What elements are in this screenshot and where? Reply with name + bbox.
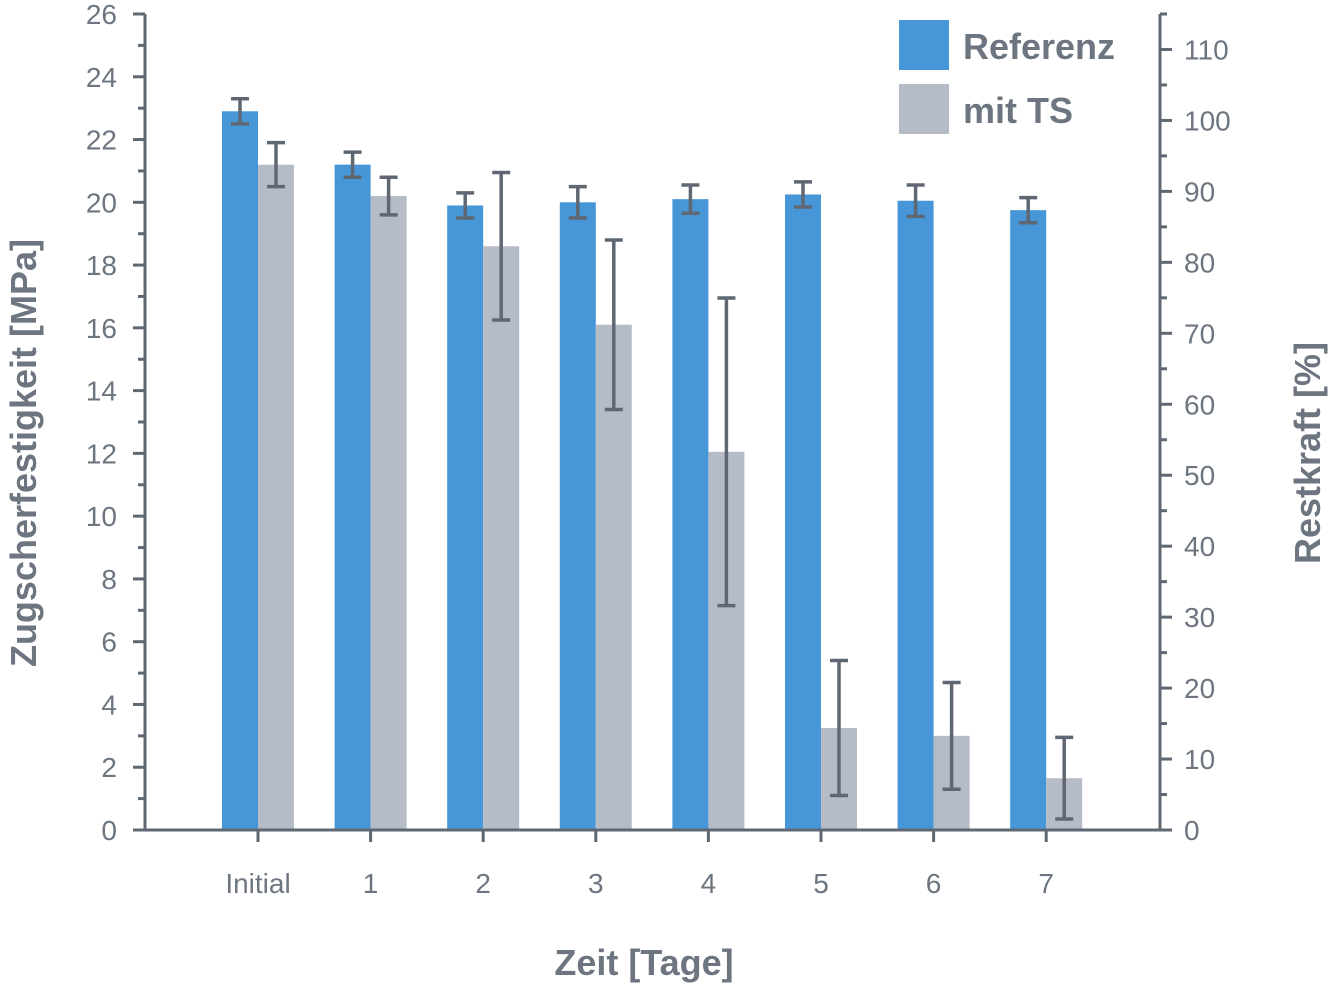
x-tick-label: 4 — [701, 868, 717, 899]
error-bar-mit-ts-5 — [830, 658, 848, 798]
y-right-tick-label: 80 — [1184, 247, 1215, 278]
tick-labels-group: 0246810121416182022242601020304050607080… — [86, 0, 1231, 899]
y-left-tick-label: 4 — [101, 689, 117, 720]
y-left-tick-label: 10 — [86, 501, 117, 532]
x-tick-label: 7 — [1038, 868, 1054, 899]
bar-referenz-initial — [222, 111, 258, 831]
x-tick-label: 2 — [475, 868, 491, 899]
x-tick-label: Initial — [225, 868, 290, 899]
bar-referenz-4 — [672, 199, 709, 830]
y-right-tick-label: 50 — [1184, 460, 1215, 491]
y-left-tick-label: 18 — [86, 250, 117, 281]
y-left-tick-label: 24 — [86, 62, 117, 93]
error-bar-mit-ts-2 — [492, 170, 511, 322]
legend-label-referenz: Referenz — [963, 26, 1115, 67]
legend-swatch-referenz — [899, 20, 949, 70]
legend-swatch-mit-ts — [899, 84, 949, 134]
y-left-tick-label: 26 — [86, 0, 117, 30]
y-right-tick-label: 70 — [1184, 318, 1215, 349]
legend-label-mit-ts: mit TS — [963, 90, 1073, 131]
x-axis-title: Zeit [Tage] — [554, 942, 733, 983]
error-bar-mit-ts-6 — [942, 680, 961, 791]
x-tick-label: 6 — [926, 868, 942, 899]
error-bar-referenz-2 — [456, 191, 475, 220]
bar-mit-ts-1 — [370, 196, 407, 830]
y-left-tick-label: 20 — [86, 187, 117, 218]
y-right-tick-label: 0 — [1184, 815, 1200, 846]
y-right-tick-label: 100 — [1184, 105, 1231, 136]
y-axis-title-right: Restkraft [%] — [1287, 342, 1328, 564]
y-right-tick-label: 60 — [1184, 389, 1215, 420]
x-tick-label: 5 — [813, 868, 829, 899]
y-right-tick-label: 110 — [1184, 34, 1229, 65]
error-bar-mit-ts-initial — [267, 140, 285, 189]
bar-referenz-3 — [559, 202, 596, 831]
y-left-tick-label: 22 — [86, 125, 117, 156]
error-bar-mit-ts-7 — [1055, 735, 1074, 821]
y-left-tick-label: 0 — [101, 815, 117, 846]
error-bar-mit-ts-1 — [379, 175, 398, 217]
y-axis-title-left: Zugscherfestigkeit [MPa] — [3, 239, 44, 667]
bar-referenz-1 — [334, 164, 371, 831]
axes-group — [133, 12, 1172, 842]
bar-mit-ts-initial — [258, 164, 294, 831]
y-right-tick-label: 90 — [1184, 176, 1215, 207]
error-bar-referenz-1 — [343, 150, 362, 179]
y-left-tick-label: 12 — [86, 438, 117, 469]
error-bars-group — [231, 96, 1074, 821]
y-left-tick-label: 8 — [101, 564, 117, 595]
error-bar-mit-ts-4 — [717, 296, 736, 608]
error-bar-referenz-3 — [568, 184, 587, 220]
x-tick-label: 3 — [588, 868, 604, 899]
y-left-tick-label: 16 — [86, 313, 117, 344]
y-right-tick-label: 10 — [1184, 744, 1215, 775]
bar-referenz-7 — [1010, 210, 1047, 831]
bar-referenz-2 — [447, 205, 484, 830]
y-right-tick-label: 20 — [1184, 673, 1215, 704]
bar-mit-ts-2 — [483, 246, 520, 830]
x-tick-label: 1 — [363, 868, 379, 899]
y-left-tick-label: 6 — [101, 627, 117, 658]
error-bar-referenz-5 — [794, 180, 812, 209]
legend: Referenz mit TS — [899, 20, 1115, 134]
bar-referenz-5 — [785, 194, 821, 830]
y-right-tick-label: 40 — [1184, 531, 1215, 562]
y-left-tick-label: 2 — [101, 752, 117, 783]
y-right-tick-label: 30 — [1184, 602, 1215, 633]
y-left-tick-label: 14 — [86, 376, 117, 407]
bars-group — [222, 111, 1083, 831]
error-bar-referenz-6 — [906, 183, 925, 219]
error-bar-referenz-initial — [231, 96, 249, 126]
error-bar-mit-ts-3 — [604, 238, 623, 412]
error-bar-referenz-7 — [1019, 195, 1038, 225]
bar-referenz-6 — [897, 200, 934, 830]
error-bar-referenz-4 — [681, 183, 700, 216]
